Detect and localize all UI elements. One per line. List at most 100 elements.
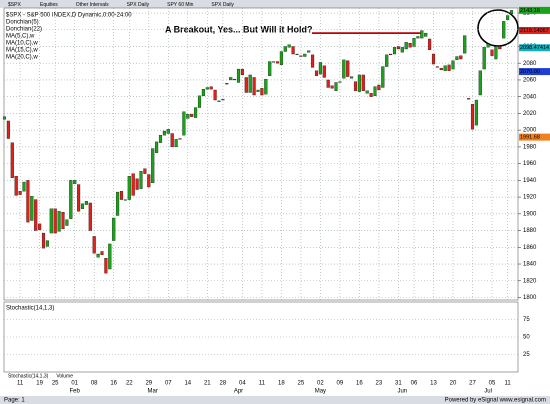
- candle: [14, 176, 18, 196]
- candle: [311, 54, 315, 68]
- candle: [213, 89, 217, 101]
- candle: [474, 99, 478, 126]
- candle: [439, 68, 443, 71]
- tab[interactable]: Volume: [56, 373, 73, 379]
- candle: [41, 232, 46, 249]
- candle: [322, 65, 326, 78]
- toolbar-button[interactable]: Other Intervals: [76, 2, 109, 8]
- candle: [186, 114, 190, 119]
- candle: [416, 36, 420, 39]
- indicator-label: MA(20,C),w: [6, 55, 38, 61]
- y-tick-label: 1820: [523, 278, 537, 284]
- x-tick-label: 11: [504, 381, 511, 387]
- candle: [166, 129, 170, 134]
- candle: [260, 88, 264, 96]
- toolbar-button[interactable]: SPX Daily: [211, 2, 234, 8]
- y-tick-label: 2000: [523, 128, 537, 134]
- candle: [170, 133, 174, 148]
- price-label: 2119.14067: [520, 28, 549, 34]
- candle: [455, 56, 459, 61]
- candle: [431, 53, 436, 65]
- indicator-label: Donchian(22): [6, 27, 42, 33]
- candle: [478, 70, 482, 96]
- candle: [303, 53, 307, 57]
- candle: [92, 236, 96, 254]
- candle: [389, 53, 393, 56]
- candle: [342, 59, 346, 79]
- candle: [34, 199, 38, 231]
- toolbar-symbol[interactable]: $SPX: [8, 2, 21, 8]
- candle: [346, 60, 350, 77]
- candle: [77, 184, 81, 212]
- candle: [229, 77, 233, 81]
- candle: [108, 243, 112, 270]
- candle: [201, 89, 205, 97]
- candle: [408, 42, 412, 48]
- footer-right: Powered by eSignal www.esignal.com: [445, 398, 546, 404]
- candle: [162, 130, 166, 136]
- candle: [396, 46, 400, 50]
- candle: [506, 15, 510, 20]
- candle: [49, 208, 53, 234]
- candle: [248, 74, 252, 93]
- y-tick-label: 50: [523, 335, 530, 341]
- candle: [65, 219, 69, 226]
- candle: [385, 54, 389, 67]
- candle: [451, 60, 455, 70]
- candle: [104, 258, 108, 274]
- toolbar-button[interactable]: Equities: [40, 2, 58, 8]
- y-tick-label: 1960: [523, 161, 537, 167]
- x-tick-label: 11: [17, 381, 24, 387]
- x-tick-label: 11: [259, 381, 266, 387]
- candle: [6, 120, 10, 139]
- x-tick-label: 20: [450, 381, 457, 387]
- x-tick-label: 27: [469, 381, 476, 387]
- candle: [369, 93, 373, 97]
- candle: [45, 240, 49, 247]
- y-tick-label: 75: [523, 317, 530, 323]
- month-label: Jun: [397, 389, 407, 395]
- candle: [131, 173, 135, 196]
- candle: [158, 135, 163, 143]
- candle: [334, 82, 338, 91]
- candle: [61, 211, 65, 230]
- candle: [236, 68, 241, 83]
- y-tick-label: 2040: [523, 94, 537, 100]
- candle: [428, 38, 432, 50]
- candle: [283, 46, 287, 52]
- tab[interactable]: Stochastic(14,1,3): [8, 373, 49, 379]
- toolbar-button[interactable]: SPY 60 Min: [167, 2, 194, 8]
- candle: [299, 55, 303, 57]
- price-label: 2098.47414: [520, 45, 549, 51]
- price-label-box: [519, 68, 550, 76]
- candle: [38, 223, 42, 230]
- x-tick-label: 07: [165, 381, 172, 387]
- toolbar-button[interactable]: SPX Daily: [127, 2, 150, 8]
- price-label-box: [519, 26, 550, 34]
- candle: [470, 104, 475, 130]
- month-label: Mar: [148, 389, 158, 395]
- candle: [486, 43, 490, 48]
- candle: [18, 191, 22, 195]
- candle: [279, 51, 283, 66]
- candle: [30, 196, 34, 221]
- month-label: Feb: [70, 389, 81, 395]
- toolbar: [0, 0, 550, 8]
- y-tick-label: 25: [523, 352, 530, 358]
- candle: [392, 47, 397, 55]
- candle: [264, 78, 268, 95]
- price-label: 2143.16: [520, 8, 540, 14]
- indicator-label: MA(10,C),w: [6, 41, 38, 47]
- candle: [2, 116, 7, 120]
- candle: [338, 81, 342, 83]
- footer-bar: [0, 396, 550, 404]
- candle: [123, 199, 127, 201]
- candle: [494, 46, 498, 60]
- x-tick-label: 04: [239, 381, 246, 387]
- annotation: A Breakout, Yes... But Will it Hold?: [165, 24, 312, 34]
- candle: [467, 98, 471, 100]
- candle: [326, 79, 330, 88]
- candle: [143, 168, 147, 174]
